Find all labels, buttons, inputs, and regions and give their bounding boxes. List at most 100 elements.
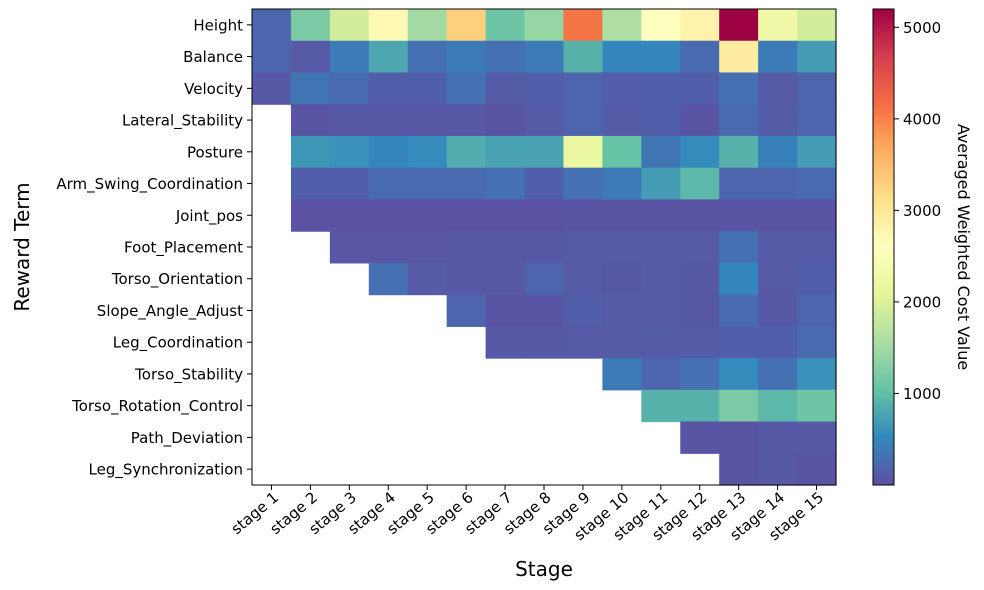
heatmap-cell bbox=[485, 199, 526, 232]
heatmap-cell bbox=[485, 9, 526, 42]
heatmap-cell bbox=[797, 72, 837, 105]
heatmap-cell bbox=[407, 104, 448, 137]
heatmap-cell bbox=[446, 135, 487, 169]
heatmap-cell bbox=[641, 389, 681, 423]
heatmap-cell bbox=[758, 104, 798, 137]
heatmap-cell bbox=[797, 294, 837, 327]
heatmap-cell bbox=[485, 167, 526, 200]
heatmap-cell bbox=[252, 40, 292, 74]
heatmap-cell bbox=[719, 453, 759, 486]
y-tick-label: Torso_Stability bbox=[134, 365, 243, 384]
heatmap-cell bbox=[563, 326, 603, 359]
heatmap-cell bbox=[368, 40, 409, 74]
heatmap-cell bbox=[680, 72, 720, 105]
heatmap-cell bbox=[641, 199, 681, 232]
heatmap-cell bbox=[641, 9, 681, 42]
heatmap-cell bbox=[563, 104, 603, 137]
heatmap-cell bbox=[641, 262, 681, 296]
heatmap-cell bbox=[602, 104, 642, 137]
y-tick-label: Posture bbox=[187, 143, 243, 161]
heatmap-cell bbox=[641, 326, 681, 359]
colorbar-ticks: 1000 2000 3000 4000 5000 bbox=[894, 19, 941, 403]
heatmap-cell bbox=[758, 421, 798, 454]
heatmap-cell bbox=[719, 72, 759, 105]
heatmap-cell bbox=[719, 104, 759, 137]
colorbar-title: Averaged Weighted Cost Value bbox=[954, 124, 973, 370]
heatmap-cell bbox=[680, 167, 720, 200]
heatmap-cell bbox=[524, 294, 565, 327]
heatmap-cell bbox=[758, 453, 798, 486]
heatmap-cell bbox=[641, 104, 681, 137]
heatmap-cell bbox=[758, 231, 798, 264]
heatmap-cell bbox=[524, 104, 565, 137]
heatmap-cell bbox=[719, 389, 759, 423]
heatmap-cell bbox=[797, 135, 837, 169]
heatmap-cell bbox=[407, 135, 448, 169]
heatmap-cell bbox=[368, 104, 409, 137]
heatmap-cell bbox=[252, 9, 292, 42]
heatmap-cell bbox=[563, 294, 603, 327]
y-tick-label: Leg_Synchronization bbox=[89, 461, 244, 480]
heatmap-cell bbox=[602, 326, 642, 359]
heatmap-cell bbox=[446, 231, 487, 264]
heatmap-cell bbox=[563, 167, 603, 200]
heatmap-cell bbox=[407, 199, 448, 232]
y-tick-label: Foot_Placement bbox=[124, 239, 243, 258]
y-tick-label: Torso_Orientation bbox=[111, 270, 243, 289]
heatmap-cell bbox=[797, 9, 837, 42]
y-axis-ticks: Height Balance Velocity Lateral_Stability Po… bbox=[56, 16, 252, 480]
heatmap-cell bbox=[524, 135, 565, 169]
y-tick-label: Arm_Swing_Coordination bbox=[56, 175, 243, 194]
heatmap-cell bbox=[368, 167, 409, 200]
heatmap-cell bbox=[485, 72, 526, 105]
heatmap-cell bbox=[797, 262, 837, 296]
heatmap-cell bbox=[797, 453, 837, 486]
heatmap-cell bbox=[719, 358, 759, 391]
heatmap-cell bbox=[797, 40, 837, 74]
x-axis-title: Stage bbox=[515, 557, 573, 581]
heatmap-cell bbox=[563, 9, 603, 42]
heatmap-cell bbox=[563, 135, 603, 169]
heatmap-cell bbox=[602, 72, 642, 105]
heatmap-cell bbox=[641, 40, 681, 74]
heatmap-cell bbox=[368, 135, 409, 169]
heatmap-cell bbox=[797, 421, 837, 454]
heatmap-cell bbox=[758, 135, 798, 169]
heatmap-cell bbox=[446, 40, 487, 74]
heatmap-cell bbox=[797, 389, 837, 423]
heatmap-cell bbox=[563, 262, 603, 296]
y-tick-label: Path_Deviation bbox=[131, 429, 243, 448]
heatmap-cell bbox=[329, 135, 370, 169]
heatmap-cell bbox=[680, 104, 720, 137]
colorbar-tick-label: 2000 bbox=[903, 293, 941, 311]
heatmap-cell bbox=[758, 262, 798, 296]
heatmap-cell bbox=[680, 326, 720, 359]
heatmap-cell bbox=[290, 104, 331, 137]
heatmap-cell bbox=[758, 72, 798, 105]
heatmap-cell bbox=[290, 40, 331, 74]
colorbar-tick-label: 3000 bbox=[903, 202, 941, 220]
heatmap-cell bbox=[524, 40, 565, 74]
heatmap-cell bbox=[680, 9, 720, 42]
y-tick-label: Torso_Rotation_Control bbox=[71, 397, 243, 416]
y-axis-title: Reward Term bbox=[10, 182, 34, 311]
heatmap-cell bbox=[485, 262, 526, 296]
heatmap-cell bbox=[485, 294, 526, 327]
heatmap-cell bbox=[602, 199, 642, 232]
heatmap-cell bbox=[641, 167, 681, 200]
heatmap-cell bbox=[368, 231, 409, 264]
heatmap-cell bbox=[407, 262, 448, 296]
heatmap-cell bbox=[602, 294, 642, 327]
heatmap-cell bbox=[446, 294, 487, 327]
heatmap-cell bbox=[524, 9, 565, 42]
colorbar-tick-label: 1000 bbox=[903, 385, 941, 403]
heatmap-cell bbox=[563, 199, 603, 232]
heatmap-cell bbox=[680, 389, 720, 423]
heatmap-cell bbox=[602, 135, 642, 169]
heatmap-cell bbox=[524, 262, 565, 296]
heatmap-cell bbox=[680, 199, 720, 232]
heatmap-cell bbox=[446, 167, 487, 200]
heatmap-cell bbox=[368, 262, 409, 296]
